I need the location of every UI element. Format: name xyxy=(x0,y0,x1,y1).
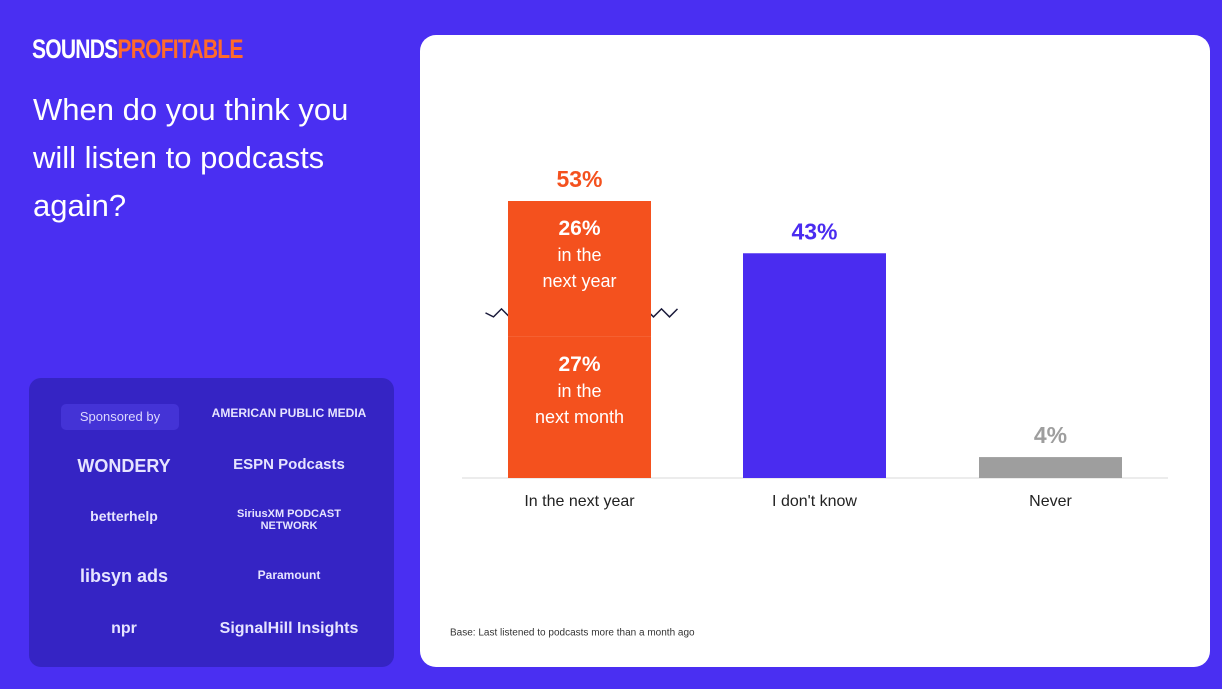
segment-text: in the xyxy=(557,245,602,265)
bar xyxy=(979,457,1122,478)
chart-card: Base: Last listened to podcasts more tha… xyxy=(420,35,1210,667)
note: Base: Last listened to podcasts more tha… xyxy=(450,628,695,639)
sponsor-logo: npr xyxy=(111,620,137,637)
sponsor-logo: WONDERY xyxy=(77,456,171,476)
bar-segment xyxy=(508,201,651,337)
segment-text: in the xyxy=(557,380,602,401)
segment-value: 26% xyxy=(558,217,601,240)
bar-segment xyxy=(508,336,651,478)
brand-part: SOUNDS xyxy=(32,34,118,64)
x-tick-label: I don't know xyxy=(772,493,857,510)
value-label: 4% xyxy=(1034,422,1067,448)
question: When do you think you will listen to pod… xyxy=(33,92,349,223)
segment-text: next year xyxy=(542,271,617,291)
sponsor-logo: SignalHill Insights xyxy=(219,620,359,637)
chart: Base: Last listened to podcasts more tha… xyxy=(450,166,1168,639)
value-label: 53% xyxy=(556,166,602,192)
sponsors-label: Sponsored by xyxy=(61,404,179,430)
brand: SOUNDSPROFITABLE xyxy=(32,34,243,65)
x-tick-label: In the next year xyxy=(524,493,635,510)
brand-part: PROFITABLE xyxy=(117,34,243,64)
sponsor-logo: libsyn ads xyxy=(79,566,169,586)
bar xyxy=(743,253,886,478)
segment-value: 27% xyxy=(558,352,601,376)
sponsor-logo: Paramount xyxy=(257,568,321,582)
value-label: 43% xyxy=(791,218,837,244)
segment-text: next month xyxy=(534,406,625,427)
segment-label: 26% in the next year xyxy=(508,216,651,294)
sponsors-panel: Sponsored by AMERICAN PUBLIC MEDIA WONDER… xyxy=(29,378,394,667)
segment-label: 27% in the next month xyxy=(508,352,651,430)
sponsor-logo: ESPN Podcasts xyxy=(233,456,345,473)
sponsor-logo: AMERICAN PUBLIC MEDIA xyxy=(211,406,367,420)
x-tick-label: Never xyxy=(1029,493,1072,510)
sponsor-logo: betterhelp xyxy=(90,508,158,524)
sponsor-logo: SiriusXM PODCAST NETWORK xyxy=(237,508,341,532)
